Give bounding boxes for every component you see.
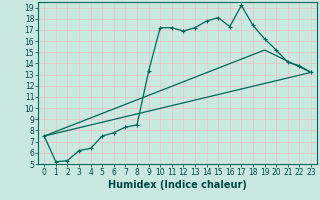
X-axis label: Humidex (Indice chaleur): Humidex (Indice chaleur) — [108, 180, 247, 190]
